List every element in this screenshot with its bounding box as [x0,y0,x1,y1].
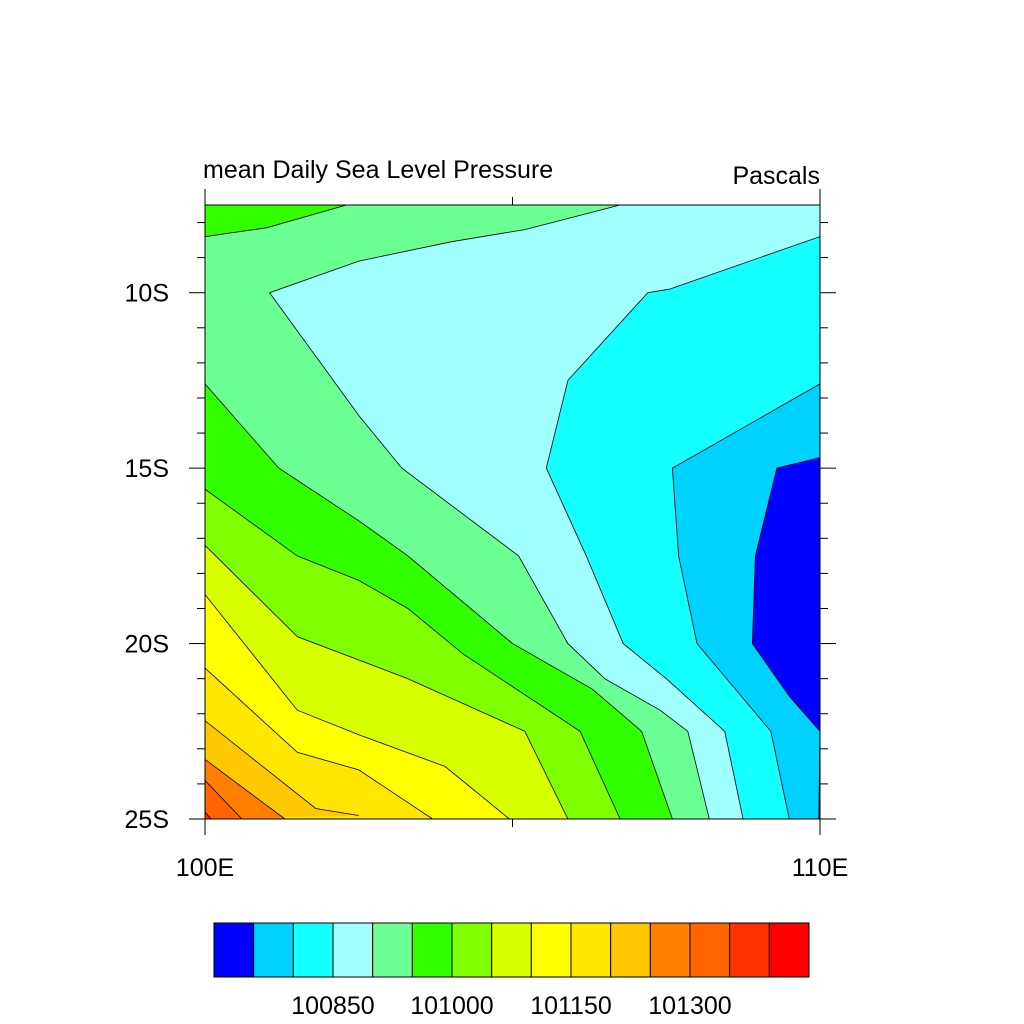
contour-line-101000 [205,383,673,819]
contour-line-101000 [205,205,347,237]
contour-line-101350 [205,780,243,819]
y-tick-label: 10S [125,280,169,308]
contour-band-100750 [752,457,820,732]
contour-line-101250 [205,720,359,816]
units-label: Pascals [732,162,820,190]
colorbar-swatch [451,922,493,978]
contour-band-101000-north [205,205,347,237]
colorbar-label: 101150 [530,992,612,1020]
y-tick-label: 25S [125,806,169,834]
contour-line-101150 [205,594,510,819]
contour-line-100850 [671,383,820,819]
colorbar-swatch [610,922,651,978]
colorbar-swatch [530,922,572,978]
colorbar-swatch [570,922,612,978]
colorbar-label: 100850 [291,992,374,1020]
colorbar-swatch [649,922,691,978]
colorbar-swatch [689,922,731,978]
contour-line-100900 [545,236,820,819]
colorbar-label: 101300 [648,992,731,1020]
colorbar-swatch [411,922,453,978]
colorbar-swatch [491,922,532,978]
colorbar: 100850 101000 101150 101300 [213,922,810,1020]
contour-line-101100 [205,545,569,819]
colorbar-swatch [253,922,294,978]
colorbar-swatch [729,922,770,978]
y-tick-label: 15S [125,455,169,483]
colorbar-label: 101000 [410,992,493,1020]
y-tick-label: 20S [125,631,169,659]
colorbar-swatch [292,922,334,978]
colorbar-swatch [332,922,374,978]
colorbar-swatch [372,922,413,978]
colorbar-swatch [213,922,255,978]
contour-line-100800 [751,457,820,732]
contour-line-101200 [205,667,433,819]
contour-line-101050 [205,488,621,819]
chart-title: mean Daily Sea Level Pressure [203,156,553,184]
contour-lines [205,205,820,819]
contour-line-101400 [205,811,212,819]
contour-line-100950 [268,205,710,819]
colorbar-swatch [768,922,810,978]
x-tick-label: 110E [792,854,849,882]
x-tick-label: 100E [176,854,234,882]
filled-contour-regions [205,205,820,819]
contour-line-101300 [205,759,286,819]
